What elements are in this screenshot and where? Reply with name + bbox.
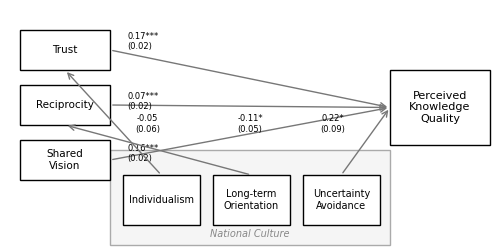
Text: Perceived
Knowledge
Quality: Perceived Knowledge Quality — [410, 91, 470, 124]
FancyBboxPatch shape — [122, 175, 200, 225]
Text: 0.22*
(0.09): 0.22* (0.09) — [320, 114, 345, 134]
FancyBboxPatch shape — [20, 140, 110, 180]
Text: Uncertainty
Avoidance: Uncertainty Avoidance — [312, 189, 370, 211]
FancyBboxPatch shape — [390, 70, 490, 145]
Text: Long-term
Orientation: Long-term Orientation — [224, 189, 279, 211]
FancyBboxPatch shape — [110, 150, 390, 245]
FancyBboxPatch shape — [212, 175, 290, 225]
Text: Shared
Vision: Shared Vision — [46, 149, 84, 171]
Text: -0.05
(0.06): -0.05 (0.06) — [135, 114, 160, 134]
FancyBboxPatch shape — [302, 175, 380, 225]
Text: -0.11*
(0.05): -0.11* (0.05) — [237, 114, 263, 134]
FancyBboxPatch shape — [20, 30, 110, 70]
Text: Trust: Trust — [52, 45, 78, 55]
Text: National Culture: National Culture — [210, 229, 290, 239]
Text: 0.17***
(0.02): 0.17*** (0.02) — [128, 32, 159, 51]
Text: Individualism: Individualism — [129, 195, 194, 205]
Text: Reciprocity: Reciprocity — [36, 100, 94, 110]
Text: 0.16***
(0.02): 0.16*** (0.02) — [128, 144, 159, 164]
FancyBboxPatch shape — [20, 85, 110, 125]
Text: 0.07***
(0.02): 0.07*** (0.02) — [128, 92, 159, 111]
